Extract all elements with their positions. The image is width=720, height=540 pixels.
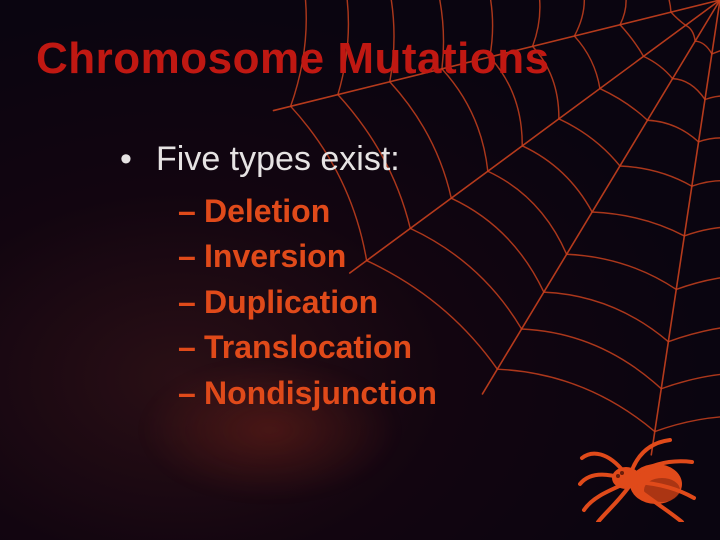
dash-icon: –: [178, 325, 204, 370]
slide-title: Chromosome Mutations: [36, 34, 550, 84]
list-item: –Deletion: [178, 189, 437, 234]
list-item: –Inversion: [178, 234, 437, 279]
bullet-icon: •: [120, 140, 156, 179]
intro-line: •Five types exist:: [120, 140, 437, 179]
sub-list: –Deletion –Inversion –Duplication –Trans…: [178, 189, 437, 416]
dash-icon: –: [178, 280, 204, 325]
item-label: Translocation: [204, 329, 412, 365]
content-block: •Five types exist: –Deletion –Inversion …: [120, 140, 437, 416]
item-label: Inversion: [204, 238, 346, 274]
list-item: –Nondisjunction: [178, 371, 437, 416]
list-item: –Duplication: [178, 280, 437, 325]
dash-icon: –: [178, 189, 204, 234]
intro-text: Five types exist:: [156, 140, 400, 178]
dash-icon: –: [178, 371, 204, 416]
list-item: –Translocation: [178, 325, 437, 370]
item-label: Duplication: [204, 284, 378, 320]
item-label: Nondisjunction: [204, 375, 437, 411]
item-label: Deletion: [204, 193, 330, 229]
dash-icon: –: [178, 234, 204, 279]
spider-icon: [578, 432, 698, 522]
